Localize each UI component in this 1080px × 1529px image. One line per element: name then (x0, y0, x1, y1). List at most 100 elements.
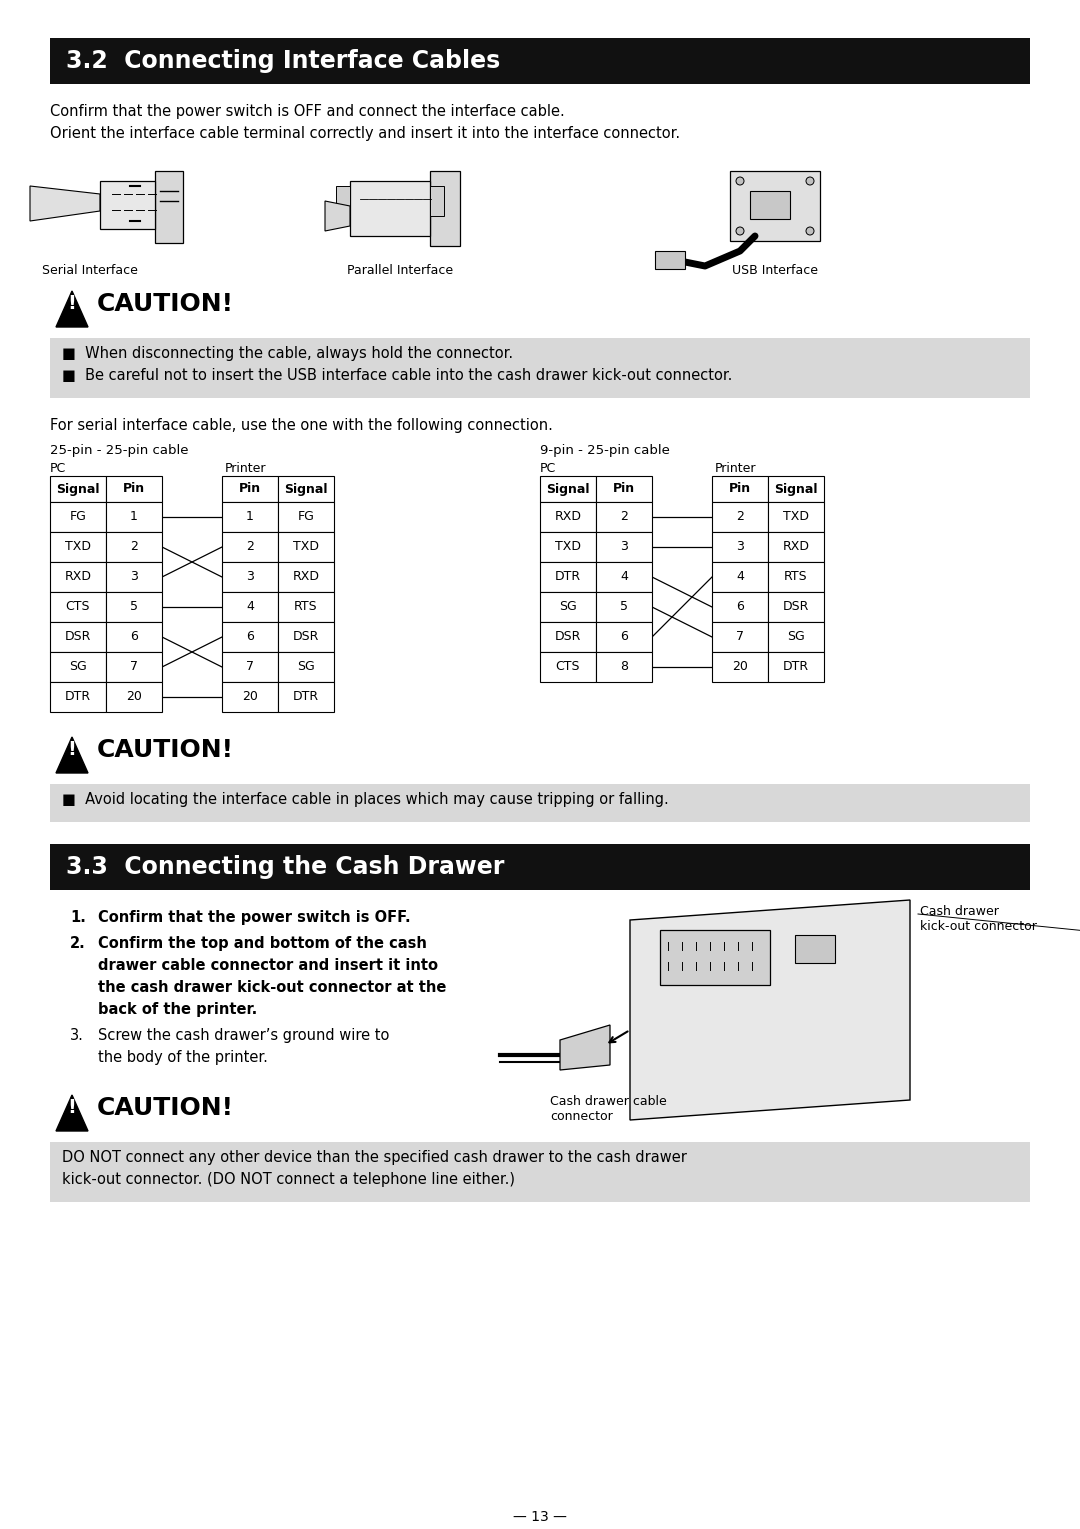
Bar (222, 622, 278, 651)
Bar (596, 592, 652, 622)
Text: RXD: RXD (293, 570, 320, 584)
Polygon shape (630, 901, 910, 1121)
Bar (278, 682, 334, 713)
Text: RXD: RXD (554, 511, 581, 523)
Text: !: ! (68, 740, 77, 758)
Bar (50, 38, 1030, 84)
Text: SG: SG (559, 601, 577, 613)
Text: DSR: DSR (65, 630, 91, 644)
Bar (50, 844, 1030, 890)
Text: DTR: DTR (65, 691, 91, 703)
Text: FG: FG (298, 511, 314, 523)
Text: 1: 1 (246, 511, 254, 523)
Text: RXD: RXD (65, 570, 92, 584)
Text: 6: 6 (620, 630, 627, 644)
Text: 4: 4 (246, 601, 254, 613)
Bar (50, 563, 106, 592)
Polygon shape (561, 1024, 610, 1070)
Text: kick-out connector: kick-out connector (920, 920, 1037, 933)
Bar (430, 187, 444, 216)
Bar (654, 251, 685, 269)
Text: 3: 3 (130, 570, 138, 584)
Text: 5: 5 (620, 601, 627, 613)
Text: Signal: Signal (56, 483, 99, 495)
Bar (222, 563, 278, 592)
Bar (596, 532, 652, 563)
Bar (50, 682, 106, 713)
Text: 20: 20 (242, 691, 258, 703)
Bar (156, 171, 183, 243)
Polygon shape (56, 1095, 87, 1131)
Bar (712, 563, 768, 592)
Text: CTS: CTS (556, 661, 580, 673)
Text: 20: 20 (126, 691, 141, 703)
Text: CAUTION!: CAUTION! (97, 737, 234, 761)
Bar (106, 563, 162, 592)
Text: 7: 7 (130, 661, 138, 673)
Text: RTS: RTS (294, 601, 318, 613)
Bar (712, 502, 768, 532)
Text: 2.: 2. (70, 936, 85, 951)
Circle shape (806, 226, 814, 235)
Text: drawer cable connector and insert it into: drawer cable connector and insert it int… (98, 959, 438, 972)
Bar (278, 592, 334, 622)
Text: DTR: DTR (783, 661, 809, 673)
Bar (768, 476, 824, 502)
Bar (106, 682, 162, 713)
Bar (278, 651, 334, 682)
Text: Pin: Pin (123, 483, 145, 495)
Polygon shape (56, 291, 87, 327)
Bar (350, 180, 430, 235)
Text: Signal: Signal (546, 483, 590, 495)
Text: 20: 20 (732, 661, 748, 673)
Bar (336, 187, 350, 216)
Text: 4: 4 (620, 570, 627, 584)
Bar (768, 532, 824, 563)
Text: ■  Be careful not to insert the USB interface cable into the cash drawer kick-ou: ■ Be careful not to insert the USB inter… (62, 368, 732, 382)
Text: ■  When disconnecting the cable, always hold the connector.: ■ When disconnecting the cable, always h… (62, 346, 513, 361)
Bar (222, 476, 278, 502)
Text: Cash drawer: Cash drawer (920, 905, 999, 917)
Text: 8: 8 (620, 661, 627, 673)
Bar (222, 651, 278, 682)
Bar (106, 622, 162, 651)
Text: the cash drawer kick-out connector at the: the cash drawer kick-out connector at th… (98, 980, 446, 995)
Text: DTR: DTR (555, 570, 581, 584)
Text: Confirm that the power switch is OFF and connect the interface cable.: Confirm that the power switch is OFF and… (50, 104, 565, 119)
Text: CAUTION!: CAUTION! (97, 292, 234, 315)
Text: SG: SG (787, 630, 805, 644)
Text: Pin: Pin (729, 483, 751, 495)
Bar (50, 532, 106, 563)
Bar (540, 651, 596, 682)
Text: TXD: TXD (555, 540, 581, 553)
Bar (768, 563, 824, 592)
Bar (50, 784, 1030, 823)
Bar (540, 532, 596, 563)
Text: 7: 7 (246, 661, 254, 673)
Text: Serial Interface: Serial Interface (42, 265, 138, 277)
Bar (540, 592, 596, 622)
Text: 3: 3 (620, 540, 627, 553)
Bar (712, 532, 768, 563)
Bar (222, 502, 278, 532)
Text: SG: SG (297, 661, 315, 673)
Bar (50, 1142, 1030, 1202)
Bar (222, 532, 278, 563)
Bar (712, 592, 768, 622)
Text: SG: SG (69, 661, 86, 673)
Text: 4: 4 (737, 570, 744, 584)
Text: FG: FG (69, 511, 86, 523)
Text: DSR: DSR (293, 630, 320, 644)
Text: Parallel Interface: Parallel Interface (347, 265, 454, 277)
Text: 3.: 3. (70, 1027, 84, 1043)
Text: For serial interface cable, use the one with the following connection.: For serial interface cable, use the one … (50, 417, 553, 433)
Text: — 13 —: — 13 — (513, 1511, 567, 1524)
Bar (712, 622, 768, 651)
Text: kick-out connector. (DO NOT connect a telephone line either.): kick-out connector. (DO NOT connect a te… (62, 1173, 515, 1187)
Bar (540, 502, 596, 532)
Text: Printer: Printer (715, 462, 756, 476)
Text: !: ! (68, 1098, 77, 1118)
Text: Cash drawer cable: Cash drawer cable (550, 1095, 666, 1109)
Bar (278, 532, 334, 563)
Text: 2: 2 (737, 511, 744, 523)
